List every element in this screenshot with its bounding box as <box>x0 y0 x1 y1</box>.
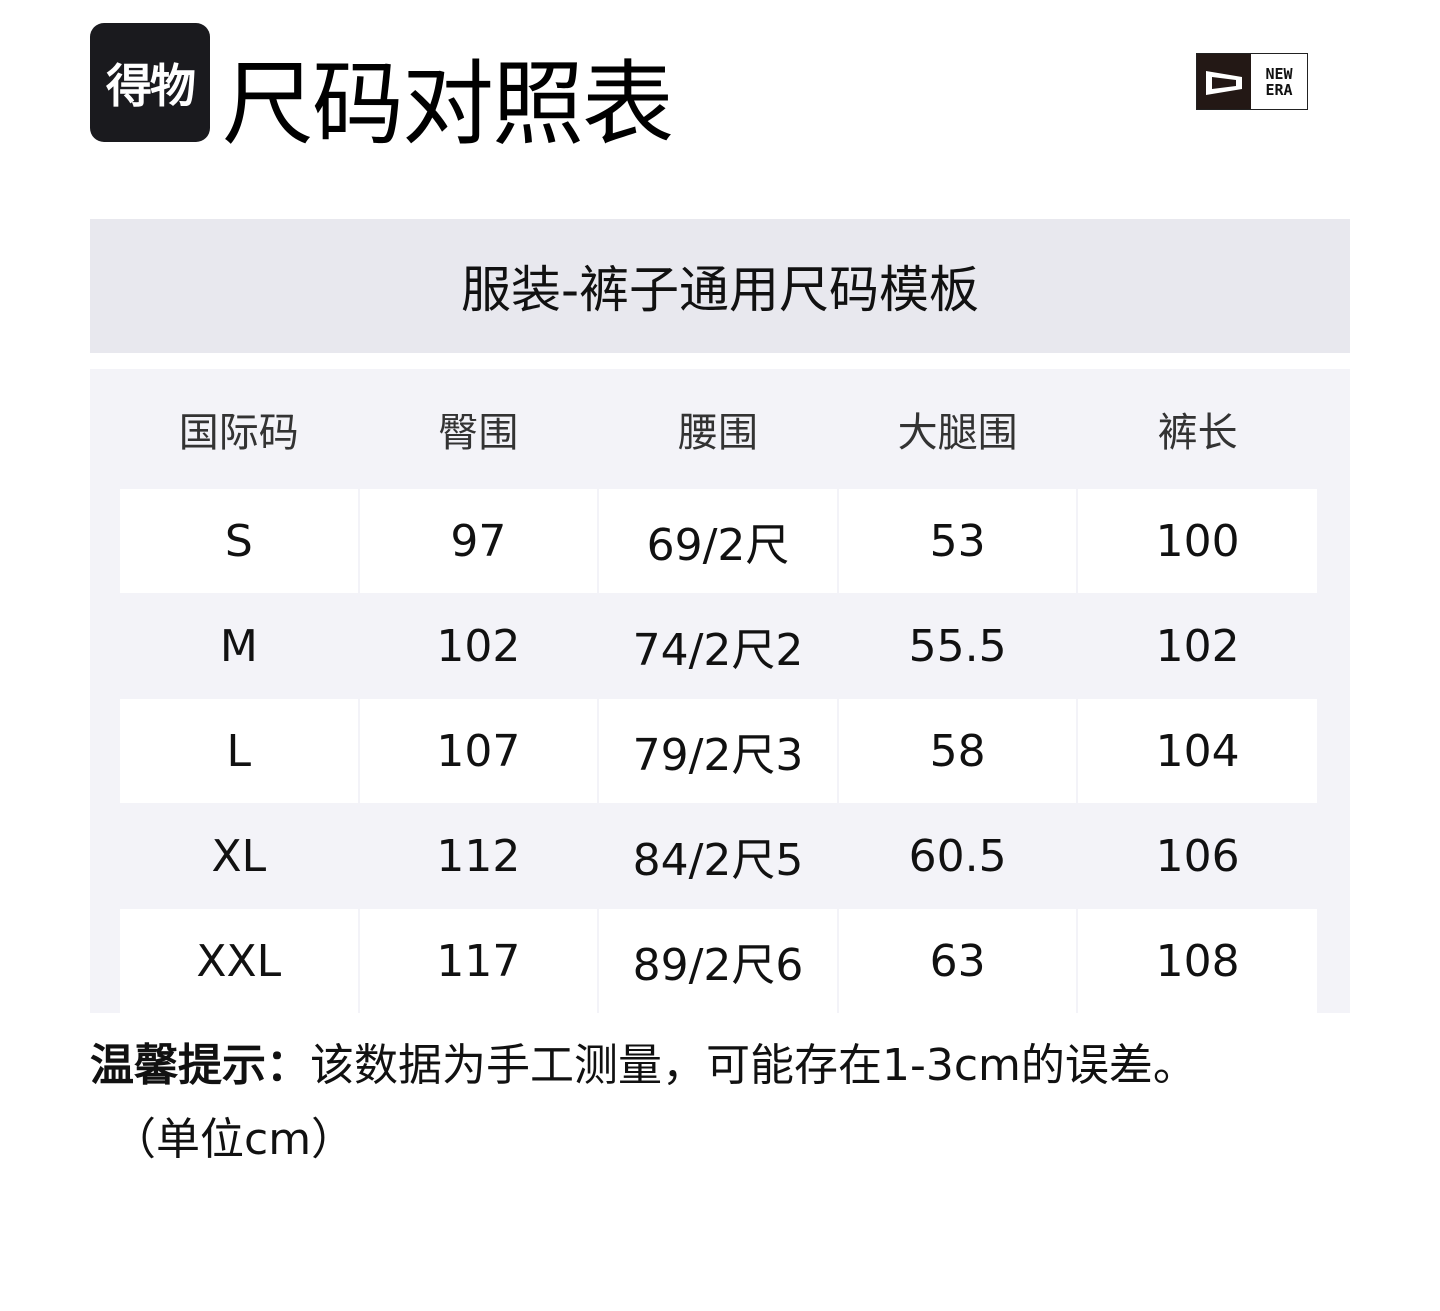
table-cell: XXL <box>120 909 358 1013</box>
table-row: XXL 117 89/2尺6 63 108 <box>120 909 1317 1013</box>
table-cell: M <box>219 620 258 672</box>
unit-note: （单位cm） <box>112 1114 356 1165</box>
table-cell: 69/2尺 <box>599 489 837 593</box>
header-cell: 大腿围 <box>897 410 1018 456</box>
measurement-note: 温馨提示：该数据为手工测量，可能存在1-3cm的误差。 <box>90 1038 1197 1094</box>
header-cell: 裤长 <box>1157 410 1238 456</box>
dewu-logo: 得物 <box>90 23 210 142</box>
table-cell: 79/2尺3 <box>599 699 837 803</box>
new-era-logo: NEW ERA <box>1196 53 1308 110</box>
table-cell: 55.5 <box>908 620 1007 672</box>
table-row: M 102 74/2尺2 55.5 102 <box>120 594 1317 698</box>
table-cell: 106 <box>1155 830 1240 882</box>
table-cell: 107 <box>359 699 598 803</box>
table-cell: 53 <box>838 489 1077 593</box>
table-cell: 63 <box>838 909 1077 1013</box>
table-cell: 74/2尺2 <box>632 625 804 676</box>
table-cell: S <box>120 489 358 593</box>
table-cell: L <box>120 699 358 803</box>
table-cell: 102 <box>436 620 521 672</box>
size-table: 国际码 臀围 腰围 大腿围 裤长 S 97 69/2尺 53 100 M 102… <box>90 369 1350 1013</box>
table-cell: 102 <box>1155 620 1240 672</box>
note-label: 温馨提示： <box>90 1040 310 1091</box>
table-row: XL 112 84/2尺5 60.5 106 <box>120 804 1317 908</box>
header-cell: 国际码 <box>178 410 299 456</box>
table-cell: 97 <box>359 489 598 593</box>
table-cell: XL <box>211 830 267 882</box>
header-cell: 腰围 <box>677 410 758 456</box>
table-cell: 100 <box>1078 489 1317 593</box>
table-row: L 107 79/2尺3 58 104 <box>120 699 1317 803</box>
note-text: 该数据为手工测量，可能存在1-3cm的误差。 <box>310 1040 1197 1091</box>
table-cell: 112 <box>436 830 521 882</box>
page-title: 尺码对照表 <box>222 51 674 158</box>
table-cell: 117 <box>359 909 598 1013</box>
flag-icon <box>1197 54 1251 109</box>
table-cell: 60.5 <box>908 830 1007 882</box>
table-cell: 84/2尺5 <box>632 835 804 886</box>
table-cell: 104 <box>1078 699 1317 803</box>
table-cell: 108 <box>1078 909 1317 1013</box>
table-row: S 97 69/2尺 53 100 <box>120 489 1317 593</box>
table-header: 国际码 臀围 腰围 大腿围 裤长 <box>120 369 1317 489</box>
logo-text: 得物 <box>106 58 196 113</box>
table-cell: 89/2尺6 <box>599 909 837 1013</box>
table-cell: 58 <box>838 699 1077 803</box>
header-cell: 臀围 <box>438 410 519 456</box>
template-title: 服装-裤子通用尺码模板 <box>90 219 1350 353</box>
